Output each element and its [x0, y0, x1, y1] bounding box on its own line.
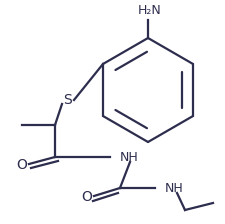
Text: O: O — [16, 158, 27, 172]
Text: O: O — [81, 190, 92, 204]
Text: S: S — [63, 93, 72, 107]
Text: H₂N: H₂N — [137, 4, 161, 17]
Text: NH: NH — [164, 181, 183, 194]
Text: NH: NH — [119, 151, 138, 164]
